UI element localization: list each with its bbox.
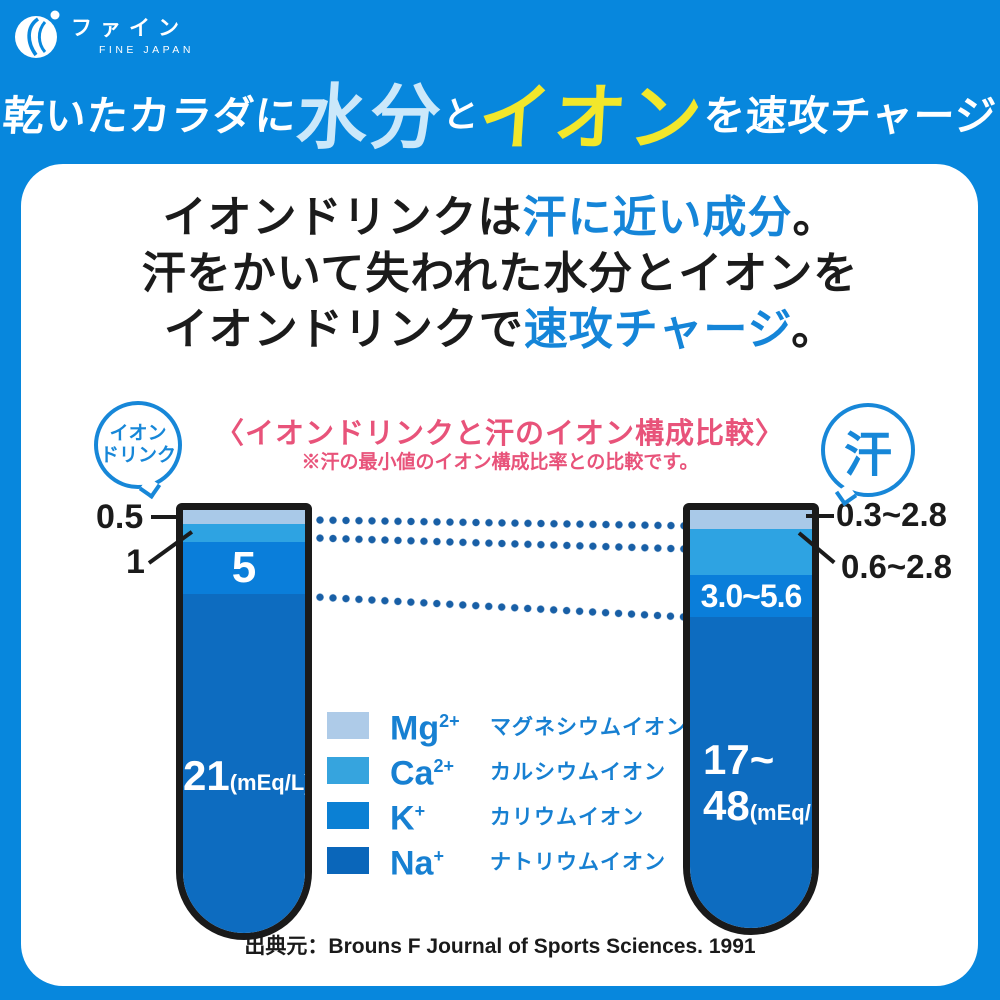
sweat-k-value: 3.0~5.6 [700, 577, 803, 614]
intro-line1-blue: 汗に近い成分 [522, 193, 793, 242]
banner-headline: 乾いたカラダに 水分 と イオン を速攻チャージ [0, 58, 1000, 166]
intro-line-3: イオンドリンクで速攻チャージ。 [0, 302, 1000, 358]
mg-name: マグネシウムイオン [490, 715, 688, 739]
na-name: ナトリウムイオン [490, 850, 666, 874]
na-color-swatch [327, 847, 369, 874]
brand-name: ファイン FINE JAPAN [71, 12, 194, 56]
k-symbol: K+ [390, 798, 490, 835]
comparison-note: ※汗の最小値のイオン構成比率との比較です。 [301, 452, 699, 473]
intro-paragraph: イオンドリンクは汗に近い成分。 汗をかいて失われた水分とイオンを イオンドリンク… [0, 190, 1000, 358]
sweat-ca-segment [690, 529, 812, 575]
sweat-mg-segment [690, 510, 812, 529]
comparison-title: 〈イオンドリンクと汗のイオン構成比較〉 [214, 418, 785, 450]
ion-drink-bubble: イオン ドリンク [94, 401, 182, 489]
sweat-na-number: 48 [703, 782, 750, 829]
sweat-k-segment: 3.0~5.6 [690, 575, 812, 617]
ion-drink-ca-callout: 1 [126, 543, 145, 581]
mg-charge: 2+ [439, 711, 460, 732]
intro-line-2: 汗をかいて失われた水分とイオンを [141, 249, 859, 298]
na-symbol: Na+ [390, 843, 490, 880]
ion-drink-bubble-line2: ドリンク [99, 445, 176, 466]
intro-line1-period: 。 [792, 193, 838, 242]
intro-line1-black: イオンドリンクは [162, 193, 523, 242]
legend-row-na: Na+ ナトリウムイオン [327, 846, 688, 881]
sweat-bubble: 汗 [821, 403, 915, 497]
na-charge: + [433, 846, 444, 867]
sweat-na-unit: (mEq/L) [749, 800, 812, 825]
sweat-na-line2: 48(mEq/L) [703, 782, 812, 839]
sweat-na-segment: 17~ 48(mEq/L) [690, 617, 812, 928]
sweat-mg-callout: 0.3~2.8 [836, 496, 948, 533]
intro-line3-black: イオンドリンクで [163, 305, 524, 354]
mg-symbol: Mg2+ [390, 708, 490, 745]
banner-ion-text: イオン [475, 78, 707, 159]
ca-symbol: Ca2+ [390, 753, 490, 790]
brand-name-en: FINE JAPAN [99, 44, 194, 56]
ion-drink-k-segment: 5 [183, 542, 305, 594]
mg-symbol-text: Mg [390, 709, 440, 748]
ca-symbol-text: Ca [390, 754, 434, 793]
k-charge: + [414, 801, 426, 822]
source-citation: 出典元：Brouns F Journal of Sports Sciences.… [244, 935, 756, 958]
banner-pre-text: 乾いたカラダに [1, 93, 299, 139]
ion-drink-na-value: 21(mEq/L) [183, 752, 305, 800]
sweat-na-value: 17~ 48(mEq/L) [703, 736, 812, 839]
ion-drink-na-number: 21 [183, 752, 230, 799]
intro-line-1: イオンドリンクは汗に近い成分。 [0, 190, 1000, 246]
ion-drink-mg-segment [183, 510, 305, 524]
intro-line3-period: 。 [791, 305, 837, 354]
ion-drink-ca-segment [183, 524, 305, 542]
k-name: カリウムイオン [490, 805, 644, 829]
ion-drink-mg-callout-line [151, 515, 182, 519]
ion-drink-na-unit: (mEq/L) [229, 770, 312, 795]
legend-row-mg: Mg2+ マグネシウムイオン [327, 711, 688, 746]
ca-charge: 2+ [433, 756, 454, 777]
mg-color-swatch [327, 712, 369, 739]
k-symbol-text: K [390, 799, 415, 838]
na-symbol-text: Na [390, 844, 434, 883]
ion-drink-tube: 5 21(mEq/L) [176, 503, 312, 940]
ca-name: カルシウムイオン [490, 760, 666, 784]
ca-color-swatch [327, 757, 369, 784]
ion-legend: Mg2+ マグネシウムイオン Ca2+ カルシウムイオン K+ カリウムイオン … [327, 711, 688, 881]
k-color-swatch [327, 802, 369, 829]
intro-line3-blue: 速攻チャージ [523, 305, 792, 354]
ion-drink-mg-callout: 0.5 [96, 498, 144, 536]
banner-post-text: を速攻チャージ [702, 93, 999, 139]
legend-row-ca: Ca2+ カルシウムイオン [327, 756, 688, 791]
sweat-bubble-label: 汗 [843, 429, 892, 482]
legend-row-k: K+ カリウムイオン [327, 801, 688, 836]
brand-logo: ファイン FINE JAPAN [14, 7, 194, 61]
sweat-mg-callout-line [806, 514, 834, 518]
ion-drink-k-value: 5 [231, 543, 257, 592]
fine-japan-leaf-icon [15, 10, 60, 58]
sweat-na-line1: 17~ [703, 736, 775, 783]
brand-name-jp: ファイン [71, 17, 187, 40]
banner-water-text: 水分 [293, 79, 446, 158]
sweat-ca-callout: 0.6~2.8 [841, 548, 953, 585]
banner-conj-text: と [441, 94, 481, 135]
ion-drink-bubble-line1: イオン [109, 423, 167, 444]
sweat-tube: 3.0~5.6 17~ 48(mEq/L) [683, 503, 819, 935]
ion-drink-na-segment: 21(mEq/L) [183, 594, 305, 933]
